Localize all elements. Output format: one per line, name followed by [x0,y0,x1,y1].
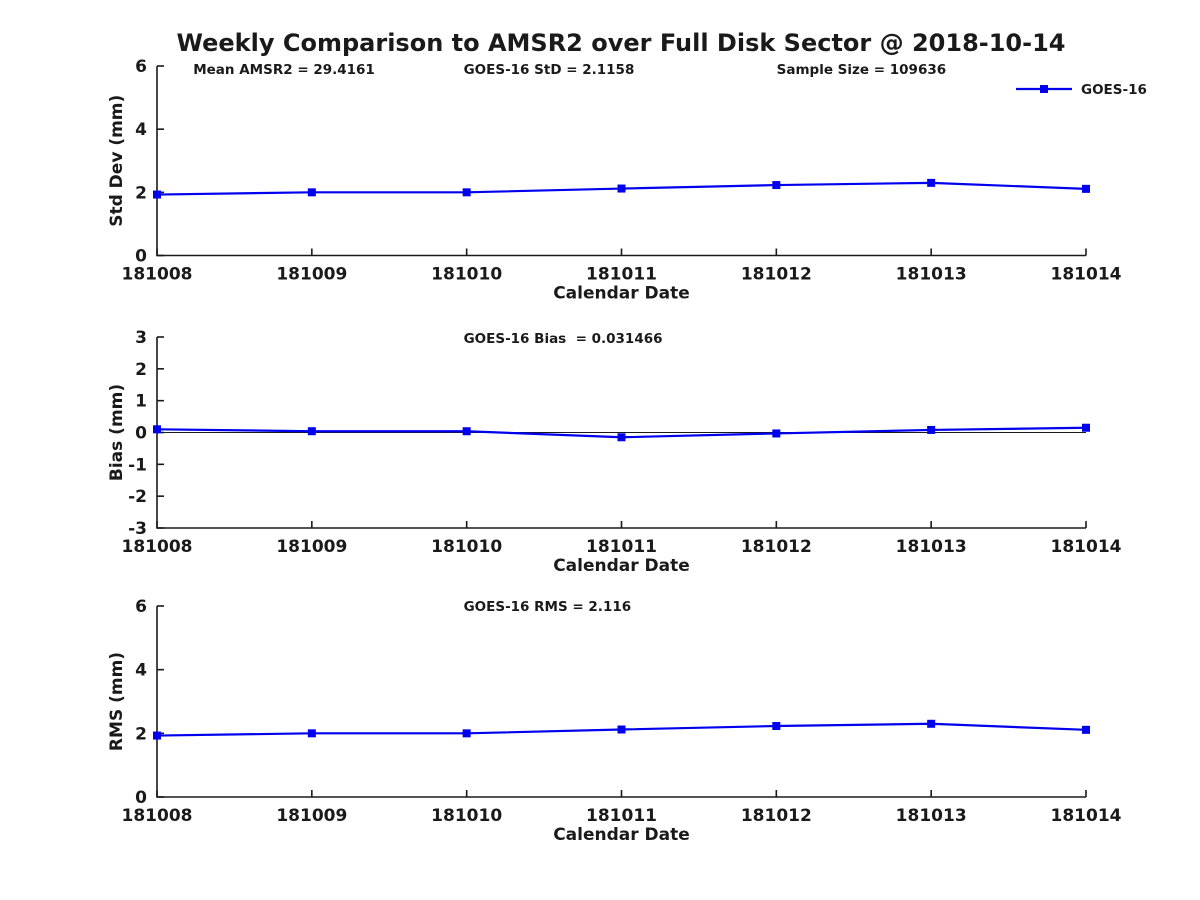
x-tick-label: 181010 [431,265,502,285]
y-tick-label: -3 [128,519,147,539]
y-tick-label: 6 [135,57,147,77]
y-axis-title: Bias (mm) [107,384,127,481]
series-marker [927,178,936,187]
series-marker [927,719,936,728]
series-marker [927,425,936,434]
x-tick-label: 181014 [1051,806,1122,826]
x-tick-label: 181011 [586,537,657,557]
x-tick-label: 181013 [896,806,967,826]
x-tick-label: 181010 [431,806,502,826]
y-tick-label: 2 [135,183,147,203]
series-marker [1082,423,1090,432]
chart-std-dev: 0 2 4 6 181008 181009 181010 181011 181012 181013… [107,57,1147,304]
annotation: Sample Size = 109636 [777,62,946,78]
x-tick-label: 181012 [741,537,812,557]
chart-rms: 0 2 4 6 181008 181009 181010 181011 181012 181013… [107,597,1122,845]
x-tick-label: 181014 [1051,537,1122,557]
x-tick-label: 181013 [896,537,967,557]
annotation: GOES-16 RMS = 2.116 [464,599,632,615]
legend-label: GOES-16 [1081,82,1147,98]
x-tick-label: 181013 [896,265,967,285]
series-marker [462,188,471,197]
x-tick-label: 181008 [122,537,193,557]
series-marker [1082,725,1090,734]
x-tick-label: 181011 [586,806,657,826]
y-axis-title: Std Dev (mm) [107,95,127,227]
series-marker [153,190,161,199]
series-marker [462,427,471,436]
series-marker [153,731,161,740]
series-marker [617,725,626,734]
axis-lines [156,66,1086,257]
y-tick-label: 0 [135,247,147,267]
x-tick-label: 181011 [586,265,657,285]
x-tick-label: 181009 [276,806,347,826]
y-tick-label: 3 [135,328,147,348]
y-tick-label: -2 [128,487,147,507]
y-tick-label: 0 [135,788,147,808]
legend-marker [1040,85,1048,93]
y-tick-label: 1 [135,392,147,412]
series-marker [617,184,626,193]
series-marker [307,427,316,436]
x-tick-label: 181009 [276,537,347,557]
series-marker [617,433,626,442]
y-axis-title: RMS (mm) [107,652,127,751]
chart-bias: -3 -2 -1 0 1 2 3 181008 181009 181010 181011 181012… [107,328,1122,576]
x-tick-label: 181012 [741,265,812,285]
y-tick-label: 2 [135,360,147,380]
y-tick-label: -1 [128,455,147,475]
y-tick-label: 6 [135,597,147,617]
y-tick-label: 2 [135,724,147,744]
series-marker [153,425,161,434]
y-tick-label: 4 [135,661,147,681]
figure-title: Weekly Comparison to AMSR2 over Full Dis… [176,29,1066,57]
series-marker [307,188,316,197]
series-marker [307,729,316,738]
series-marker [772,181,781,190]
series-marker [772,429,781,438]
x-tick-label: 181008 [122,806,193,826]
x-axis-title: Calendar Date [553,556,690,576]
x-tick-label: 181014 [1051,265,1122,285]
series-marker [462,729,471,738]
series-marker [772,722,781,731]
x-tick-label: 181012 [741,806,812,826]
y-tick-label: 0 [135,424,147,444]
x-tick-label: 181010 [431,537,502,557]
series-marker [1082,184,1090,193]
annotation: GOES-16 Bias = 0.031466 [464,331,663,347]
y-tick-label: 4 [135,120,147,140]
x-tick-label: 181009 [276,265,347,285]
annotation: GOES-16 StD = 2.1158 [464,62,635,78]
annotation: Mean AMSR2 = 29.4161 [193,62,375,78]
x-axis-title: Calendar Date [553,825,690,845]
x-axis-title: Calendar Date [553,284,690,304]
axis-lines [156,606,1086,798]
x-tick-label: 181008 [122,265,193,285]
